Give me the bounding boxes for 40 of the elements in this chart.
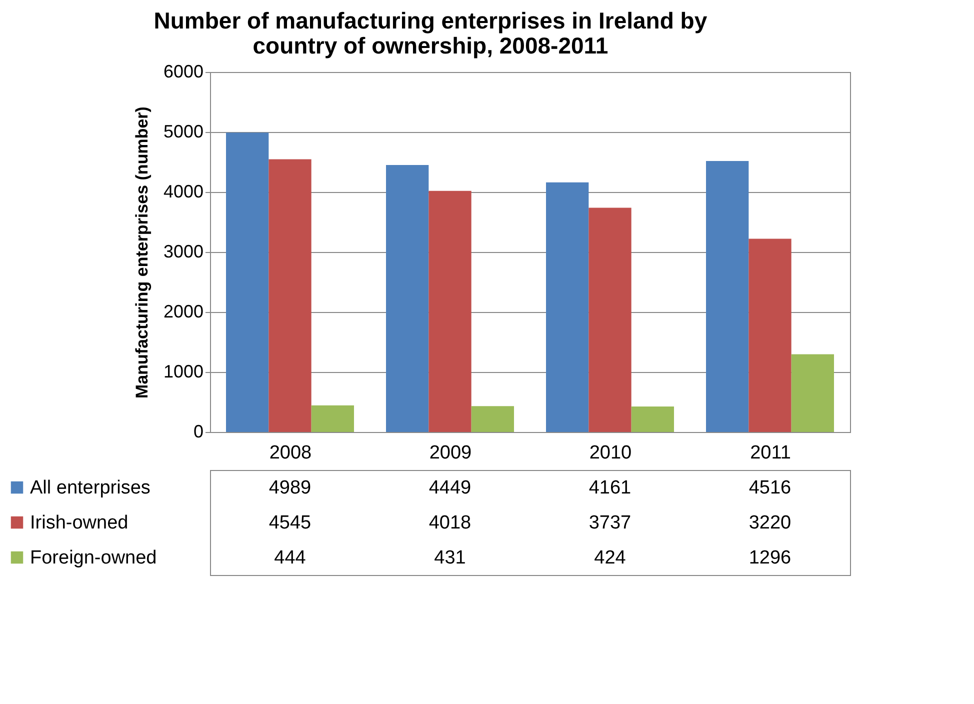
y-tick-label: 5000 [163,122,204,142]
data-label: 1296 [748,548,792,568]
x-tick-label: 2009 [429,442,472,464]
bar [428,190,472,432]
x-tick-label: 2008 [269,442,312,464]
y-axis-title: Manufacturing enterprises (number) [132,106,152,398]
bar [791,354,834,432]
data-label: 431 [434,548,466,568]
data-label: 3737 [588,512,632,534]
data-label: 4545 [268,512,312,534]
bar [311,405,354,432]
bar [386,165,429,432]
y-tick-label: 2000 [163,302,204,322]
y-tick-label: 6000 [163,62,204,82]
data-label: 4449 [428,478,472,498]
data-label: 3220 [748,512,792,534]
data-label: 4018 [428,512,472,534]
bar [546,182,589,432]
y-tick-label: 4000 [163,182,204,202]
bar [748,238,792,432]
data-label: 424 [594,548,626,568]
x-tick-label: 2010 [589,442,632,464]
data-label: 4989 [268,478,312,498]
bar [226,132,269,432]
legend-label: Foreign-owned [30,548,157,568]
y-tick-label: 3000 [163,242,204,262]
y-tick-label: 1000 [163,362,204,382]
x-tick-label: 2011 [750,442,791,464]
bar [588,208,632,432]
bar [268,159,312,432]
data-label: 4161 [588,478,632,498]
legend-label: Irish-owned [30,512,128,534]
data-label: 4516 [748,478,792,498]
bar [471,406,514,432]
chart-title: Number of manufacturing enterprises in Ireland by country of ownership, 2008-2011 [154,8,708,58]
bar [631,406,674,432]
data-label: 444 [274,548,306,568]
y-tick-label: 0 [193,422,204,442]
legend-label: All enterprises [30,478,150,498]
bar [706,161,749,432]
